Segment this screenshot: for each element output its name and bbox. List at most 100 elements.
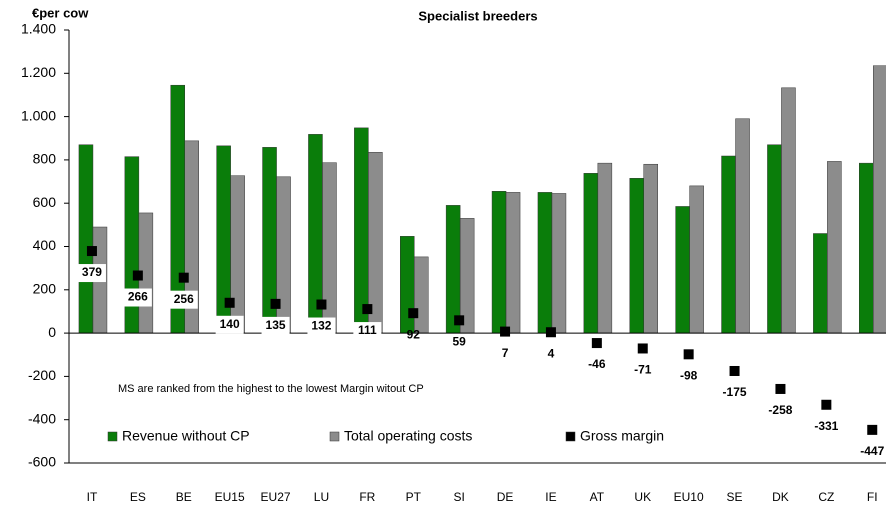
bar — [643, 163, 658, 334]
y-tick-label: 400 — [33, 237, 57, 253]
data-label: -98 — [680, 368, 698, 382]
bar — [276, 176, 291, 334]
marker — [86, 246, 97, 257]
plot-area — [69, 65, 886, 435]
x-tick-label: PT — [406, 490, 422, 504]
data-label: -175 — [723, 385, 747, 399]
y-tick-label: 600 — [33, 194, 57, 210]
x-tick-label: IT — [87, 490, 98, 504]
y-tick-label: 800 — [33, 151, 57, 167]
chart-title: Specialist breeders — [418, 8, 537, 23]
bar — [873, 65, 886, 334]
data-label: 4 — [548, 346, 555, 360]
y-tick-label: 1.200 — [21, 64, 56, 80]
x-tick-label: LU — [314, 490, 329, 504]
data-label: 7 — [502, 346, 509, 360]
x-tick-label: EU27 — [261, 490, 291, 504]
x-tick-label: CZ — [818, 490, 834, 504]
data-label: -447 — [860, 444, 884, 458]
marker — [224, 297, 235, 308]
bar — [781, 87, 796, 334]
bar — [735, 118, 750, 334]
marker — [270, 298, 281, 309]
legend-swatch — [565, 431, 576, 442]
label-bg — [215, 315, 244, 334]
x-tick-label: UK — [634, 490, 651, 504]
x-tick-label: DE — [497, 490, 514, 504]
y-tick-label: 200 — [33, 281, 57, 297]
y-tick-label: 1.400 — [21, 21, 56, 37]
data-label: 132 — [311, 319, 331, 333]
data-label: -71 — [634, 363, 652, 377]
marker — [362, 304, 373, 315]
marker — [178, 272, 189, 283]
y-tick-label: 0 — [48, 324, 56, 340]
x-tick-label: AT — [590, 490, 605, 504]
data-label: -331 — [814, 419, 838, 433]
y-tick-label: -200 — [28, 367, 56, 383]
label-bg — [77, 264, 106, 283]
marker — [316, 299, 327, 310]
bar — [551, 193, 567, 334]
bar — [414, 256, 429, 334]
y-tick-label: 1.000 — [21, 107, 56, 123]
x-tick-label: FI — [867, 490, 878, 504]
x-tick-label: DK — [772, 490, 789, 504]
bar — [767, 144, 782, 334]
x-tick-label: BE — [176, 490, 192, 504]
y-tick-label: -400 — [28, 410, 56, 426]
data-label: -46 — [588, 357, 606, 371]
bar — [78, 144, 94, 334]
data-label: 111 — [358, 323, 377, 337]
data-label: 59 — [452, 334, 466, 348]
marker — [454, 315, 465, 326]
legend-swatch — [107, 431, 118, 442]
marker — [775, 383, 786, 394]
legend-label: Revenue without CP — [122, 428, 250, 444]
data-label: 379 — [82, 265, 102, 279]
marker — [132, 270, 143, 281]
data-label: 140 — [220, 317, 240, 331]
label-bg — [353, 322, 382, 341]
bar — [505, 192, 521, 334]
marker — [683, 349, 694, 360]
bar — [583, 173, 599, 334]
bar — [813, 233, 828, 334]
y-axis-label: €per cow — [32, 5, 89, 20]
x-tick-label: EU15 — [215, 490, 245, 504]
bar — [491, 191, 507, 334]
data-label: 135 — [266, 318, 286, 332]
label-bg — [261, 316, 290, 335]
x-tick-label: FR — [359, 490, 375, 504]
legend-label: Total operating costs — [344, 428, 472, 444]
bar — [597, 162, 613, 334]
x-tick-label: IE — [545, 490, 556, 504]
legend-label: Gross margin — [580, 428, 664, 444]
bar — [689, 185, 704, 334]
bar — [354, 127, 369, 334]
marker — [545, 327, 556, 338]
label-bg — [123, 288, 152, 307]
bar — [124, 156, 140, 334]
bar — [859, 162, 874, 334]
data-label: 92 — [407, 327, 421, 341]
y-tick-label: -600 — [28, 454, 56, 470]
marker — [408, 308, 419, 319]
bar — [537, 192, 553, 334]
bar — [675, 206, 690, 334]
marker — [729, 365, 740, 376]
label-bg — [169, 290, 198, 309]
marker — [591, 338, 602, 349]
bar — [827, 161, 842, 334]
bar — [721, 155, 736, 334]
data-label: 266 — [128, 290, 148, 304]
x-tick-label: EU10 — [674, 490, 704, 504]
bar — [230, 175, 245, 334]
label-bg — [307, 317, 336, 336]
marker — [821, 399, 832, 410]
bar — [629, 178, 644, 334]
marker — [500, 326, 511, 337]
x-tick-label: SE — [727, 490, 743, 504]
x-tick-label: SI — [453, 490, 464, 504]
